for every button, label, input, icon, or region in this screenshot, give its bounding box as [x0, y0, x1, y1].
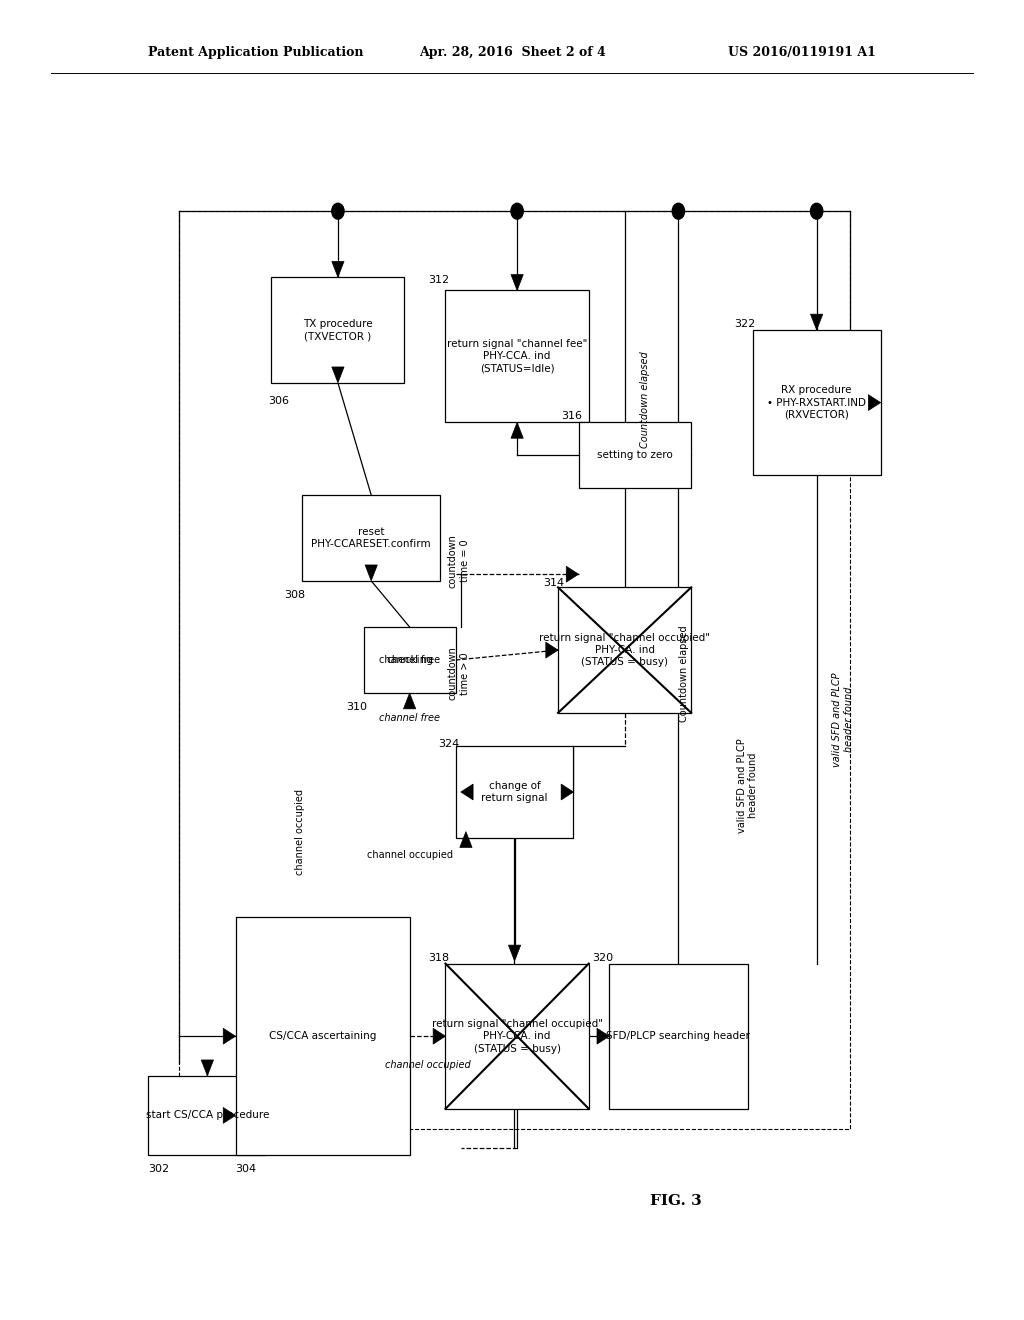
Polygon shape [868, 395, 881, 411]
Text: channel occupied: channel occupied [367, 850, 453, 861]
Polygon shape [561, 784, 573, 800]
Text: US 2016/0119191 A1: US 2016/0119191 A1 [728, 46, 876, 59]
Text: CS/CCA ascertaining: CS/CCA ascertaining [269, 1031, 376, 1041]
Text: 320: 320 [592, 953, 613, 964]
Text: reset
PHY-CCARESET.confirm: reset PHY-CCARESET.confirm [311, 527, 431, 549]
Bar [445, 964, 589, 1109]
Polygon shape [201, 1060, 213, 1076]
Bar [302, 495, 440, 581]
Text: countdown
time = 0: countdown time = 0 [447, 535, 470, 587]
Polygon shape [403, 693, 416, 709]
Text: channel occupied: channel occupied [295, 788, 305, 875]
Circle shape [672, 203, 684, 219]
Bar [364, 627, 456, 693]
Bar [271, 277, 404, 383]
Bar [609, 964, 748, 1109]
Circle shape [332, 203, 344, 219]
Polygon shape [597, 1028, 609, 1044]
Text: change of
return signal: change of return signal [481, 781, 548, 803]
Text: valid SFD and PLCP
header found: valid SFD and PLCP header found [831, 672, 854, 767]
Text: 310: 310 [346, 702, 368, 713]
Text: channel free: channel free [379, 655, 440, 665]
Text: return signal "channel fee"
PHY-CCA. ind
(STATUS=Idle): return signal "channel fee" PHY-CCA. ind… [446, 339, 588, 374]
Bar [236, 917, 410, 1155]
Bar [148, 1076, 266, 1155]
Polygon shape [223, 1028, 236, 1044]
Text: Patent Application Publication: Patent Application Publication [148, 46, 364, 59]
Text: 306: 306 [268, 396, 290, 407]
Polygon shape [511, 275, 523, 290]
Text: return signal "channel occupied"
PHY-CA. ind
(STATUS = busy): return signal "channel occupied" PHY-CA.… [540, 632, 710, 668]
Text: 316: 316 [561, 411, 583, 421]
Circle shape [511, 203, 523, 219]
Text: setting to zero: setting to zero [597, 450, 673, 461]
Text: 312: 312 [428, 275, 450, 285]
Text: Apr. 28, 2016  Sheet 2 of 4: Apr. 28, 2016 Sheet 2 of 4 [419, 46, 605, 59]
Polygon shape [546, 642, 558, 657]
Polygon shape [566, 566, 579, 582]
Text: SFD/PLCP searching header: SFD/PLCP searching header [606, 1031, 751, 1041]
Polygon shape [811, 314, 823, 330]
Text: 314: 314 [543, 578, 564, 589]
Text: channel occupied: channel occupied [385, 1060, 470, 1071]
Text: 322: 322 [734, 319, 756, 330]
Text: TX procedure
(TXVECTOR ): TX procedure (TXVECTOR ) [303, 319, 373, 341]
Polygon shape [460, 832, 472, 847]
Bar [456, 746, 573, 838]
Text: 324: 324 [438, 739, 460, 750]
Polygon shape [461, 784, 473, 800]
Bar [179, 211, 850, 1129]
Text: Countdown elapsed: Countdown elapsed [640, 351, 650, 447]
Text: RX procedure
• PHY-RXSTART.IND
(RXVECTOR): RX procedure • PHY-RXSTART.IND (RXVECTOR… [767, 385, 866, 420]
Text: 304: 304 [236, 1164, 257, 1175]
Bar [753, 330, 881, 475]
Polygon shape [509, 945, 521, 961]
Text: 318: 318 [428, 953, 450, 964]
Text: FIG. 3: FIG. 3 [650, 1195, 701, 1208]
Text: start CS/CCA procedure: start CS/CCA procedure [145, 1110, 269, 1121]
Bar [579, 422, 691, 488]
Polygon shape [332, 261, 344, 277]
Text: 302: 302 [148, 1164, 170, 1175]
Circle shape [811, 203, 823, 219]
Text: 308: 308 [285, 590, 306, 601]
Text: checking: checking [386, 655, 433, 665]
Text: valid SFD and PLCP
header found: valid SFD and PLCP header found [736, 738, 759, 833]
Text: Countdown elapsed: Countdown elapsed [679, 624, 689, 722]
Polygon shape [365, 565, 377, 581]
Text: countdown
time > 0: countdown time > 0 [447, 647, 470, 700]
Polygon shape [511, 422, 523, 438]
Polygon shape [433, 1028, 445, 1044]
Text: channel free: channel free [379, 713, 440, 723]
Polygon shape [223, 1107, 236, 1123]
Text: return signal "channel occupied"
PHY-CCA. ind
(STATUS = busy): return signal "channel occupied" PHY-CCA… [432, 1019, 602, 1053]
Bar [445, 290, 589, 422]
Polygon shape [332, 367, 344, 383]
Bar [558, 587, 691, 713]
